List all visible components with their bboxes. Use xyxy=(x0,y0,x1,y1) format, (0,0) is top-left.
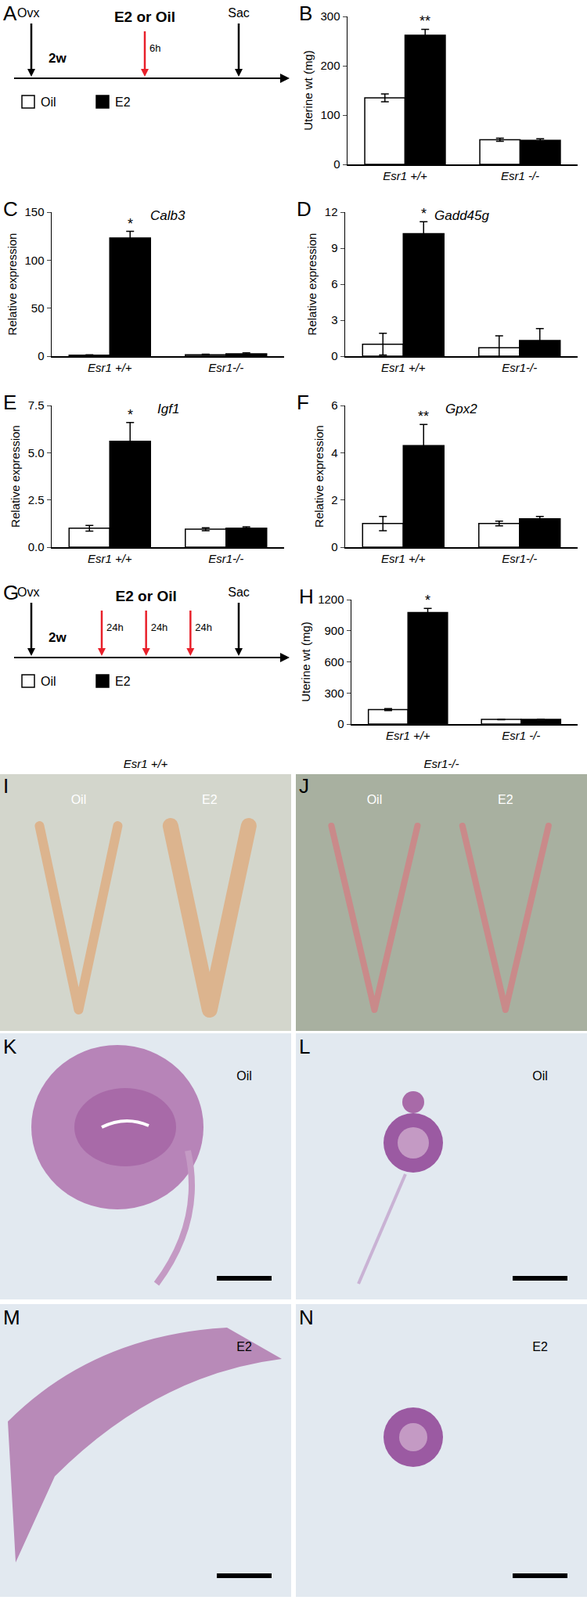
svg-text:E2: E2 xyxy=(115,674,131,688)
svg-text:0: 0 xyxy=(331,540,338,554)
svg-text:Esr1 +/+: Esr1 +/+ xyxy=(381,551,426,566)
svg-text:50: 50 xyxy=(31,301,45,315)
svg-text:1200: 1200 xyxy=(317,592,344,606)
svg-text:*: * xyxy=(127,406,134,423)
svg-text:Sac: Sac xyxy=(227,585,250,599)
svg-text:0: 0 xyxy=(333,157,340,171)
html-text:M: M xyxy=(3,1305,21,1329)
svg-text:E2: E2 xyxy=(236,1339,253,1354)
svg-text:Esr1-/-: Esr1-/- xyxy=(208,360,244,375)
svg-text:2: 2 xyxy=(331,493,338,507)
svg-text:Esr1 +/+: Esr1 +/+ xyxy=(382,169,428,183)
svg-text:Uterine wt (mg): Uterine wt (mg) xyxy=(298,621,313,703)
svg-text:600: 600 xyxy=(324,655,344,669)
html-text:B: B xyxy=(298,1,313,26)
html-text:F: F xyxy=(296,390,310,415)
svg-text:6h: 6h xyxy=(149,42,161,55)
svg-text:Oil: Oil xyxy=(236,1069,253,1083)
svg-text:2w: 2w xyxy=(48,50,67,66)
html-text:G: G xyxy=(3,580,19,605)
html-text:H: H xyxy=(298,584,314,609)
svg-text:Gadd45g: Gadd45g xyxy=(434,208,490,224)
svg-text:12: 12 xyxy=(324,205,339,219)
svg-text:Esr1-/-: Esr1-/- xyxy=(501,551,537,566)
svg-text:24h: 24h xyxy=(106,621,124,634)
svg-text:0: 0 xyxy=(37,349,44,363)
svg-text:Esr1 +/+: Esr1 +/+ xyxy=(87,360,133,375)
svg-text:E2: E2 xyxy=(201,792,218,807)
svg-text:Oil: Oil xyxy=(71,792,87,807)
html-text:E: E xyxy=(3,390,17,415)
svg-text:Esr1 +/+: Esr1 +/+ xyxy=(385,728,431,742)
svg-text:150: 150 xyxy=(24,205,44,219)
svg-text:2w: 2w xyxy=(48,630,67,645)
svg-text:Relative expression: Relative expression xyxy=(8,424,22,528)
html-text:J: J xyxy=(298,774,310,798)
html-text:D: D xyxy=(296,197,312,221)
svg-text:Esr1 -/-: Esr1 -/- xyxy=(500,169,540,183)
svg-text:0: 0 xyxy=(331,349,338,363)
svg-text:24h: 24h xyxy=(151,621,169,634)
svg-text:*: * xyxy=(127,216,134,232)
html-text:L: L xyxy=(298,1034,311,1059)
svg-text:Uterine wt (mg): Uterine wt (mg) xyxy=(301,50,315,131)
svg-text:*: * xyxy=(424,592,431,609)
svg-text:300: 300 xyxy=(324,686,344,700)
svg-text:Ovx: Ovx xyxy=(17,6,40,20)
svg-text:9: 9 xyxy=(331,241,338,255)
svg-text:Oil: Oil xyxy=(40,674,57,688)
svg-text:Esr1 -/-: Esr1 -/- xyxy=(501,728,541,742)
html-text:K: K xyxy=(3,1034,17,1059)
svg-text:100: 100 xyxy=(320,108,340,122)
svg-text:24h: 24h xyxy=(194,621,213,634)
svg-text:6: 6 xyxy=(331,398,338,412)
svg-text:2.5: 2.5 xyxy=(28,493,45,507)
svg-text:Oil: Oil xyxy=(367,792,383,807)
svg-text:6: 6 xyxy=(331,277,338,291)
svg-text:Esr1-/-: Esr1-/- xyxy=(424,756,460,771)
svg-text:Sac: Sac xyxy=(227,6,250,20)
svg-text:Oil: Oil xyxy=(532,1069,548,1083)
svg-text:E2 or Oil: E2 or Oil xyxy=(115,587,177,605)
svg-text:Esr1 +/+: Esr1 +/+ xyxy=(123,756,169,771)
svg-text:4: 4 xyxy=(331,446,338,460)
svg-text:0.0: 0.0 xyxy=(28,540,45,554)
svg-text:E2 or Oil: E2 or Oil xyxy=(114,8,176,26)
svg-text:Calb3: Calb3 xyxy=(150,208,186,224)
svg-text:E2: E2 xyxy=(497,792,514,807)
svg-text:*: * xyxy=(421,205,427,222)
svg-text:**: ** xyxy=(419,13,431,29)
svg-text:Esr1 +/+: Esr1 +/+ xyxy=(381,360,426,375)
html-text:A: A xyxy=(3,1,17,26)
svg-text:Igf1: Igf1 xyxy=(157,401,180,417)
svg-text:Oil: Oil xyxy=(40,95,57,109)
svg-text:0: 0 xyxy=(337,716,344,731)
svg-text:300: 300 xyxy=(320,9,340,23)
svg-text:Relative expression: Relative expression xyxy=(305,233,319,336)
html-text:C: C xyxy=(3,197,18,221)
svg-text:Gpx2: Gpx2 xyxy=(445,401,478,417)
svg-text:Esr1-/-: Esr1-/- xyxy=(208,551,244,566)
svg-text:7.5: 7.5 xyxy=(28,398,45,412)
svg-text:Relative expression: Relative expression xyxy=(5,233,19,336)
svg-text:900: 900 xyxy=(324,623,344,638)
svg-text:100: 100 xyxy=(24,253,44,267)
svg-text:**: ** xyxy=(417,408,429,425)
svg-text:Esr1 +/+: Esr1 +/+ xyxy=(87,551,133,566)
svg-text:E2: E2 xyxy=(532,1339,548,1354)
svg-text:3: 3 xyxy=(331,313,338,327)
svg-text:5.0: 5.0 xyxy=(28,446,45,460)
svg-text:Esr1-/-: Esr1-/- xyxy=(501,360,537,375)
svg-text:Ovx: Ovx xyxy=(17,585,40,599)
svg-text:Relative expression: Relative expression xyxy=(312,424,326,528)
svg-text:200: 200 xyxy=(320,58,340,73)
html-text:I: I xyxy=(3,774,9,798)
html-text:N: N xyxy=(298,1305,314,1329)
svg-text:E2: E2 xyxy=(115,95,131,109)
